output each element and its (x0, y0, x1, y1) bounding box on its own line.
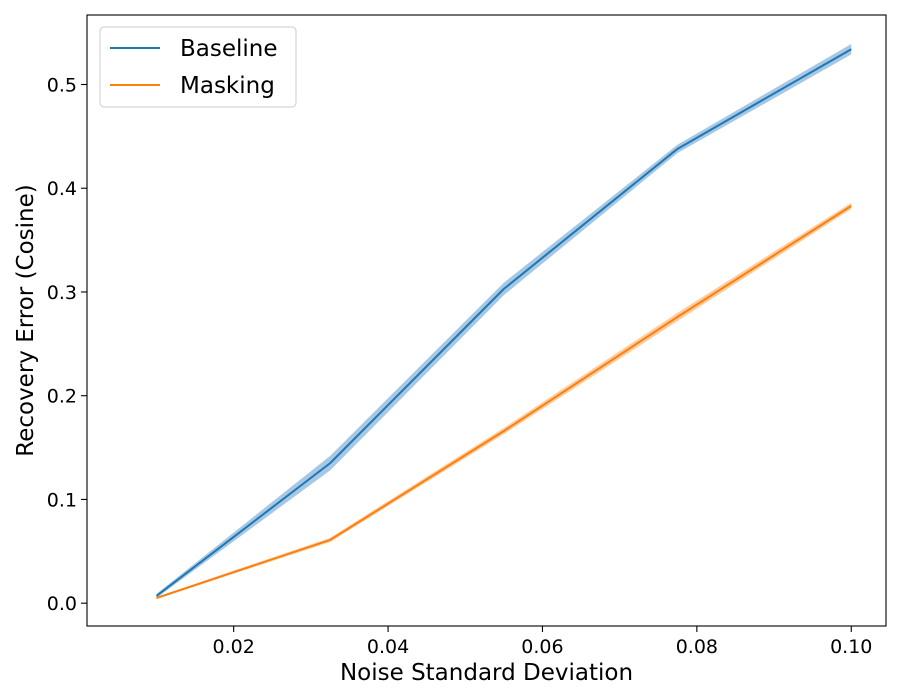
baseline-band (156, 44, 852, 598)
x-tick-label: 0.02 (213, 636, 255, 658)
x-tick-label: 0.10 (830, 636, 872, 658)
x-tick-label: 0.08 (676, 636, 718, 658)
y-tick-label: 0.2 (47, 386, 77, 408)
y-tick-label: 0.1 (47, 489, 77, 511)
legend-label-baseline: Baseline (180, 36, 278, 62)
confidence-bands (156, 44, 852, 600)
x-axis-title: Noise Standard Deviation (340, 660, 633, 686)
y-axis-ticks: 0.0 0.1 0.2 0.3 0.4 0.5 (47, 75, 87, 615)
legend: Baseline Masking (99, 26, 297, 108)
y-tick-label: 0.4 (47, 178, 77, 200)
y-tick-label: 0.3 (47, 282, 77, 304)
series-lines (155, 48, 852, 599)
plot-area-frame (86, 14, 887, 627)
y-tick-label: 0.5 (47, 75, 77, 97)
legend-label-masking: Masking (180, 73, 275, 99)
x-tick-label: 0.06 (521, 636, 563, 658)
x-tick-label: 0.04 (367, 636, 409, 658)
y-tick-label: 0.0 (47, 593, 77, 615)
y-axis-title: Recovery Error (Cosine) (13, 184, 39, 457)
x-axis-ticks: 0.02 0.04 0.06 0.08 0.10 (213, 626, 872, 658)
